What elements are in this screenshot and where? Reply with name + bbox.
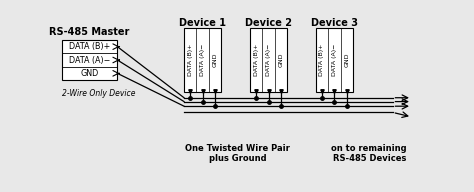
Text: on to remaining
RS-485 Devices: on to remaining RS-485 Devices xyxy=(331,144,407,163)
Text: DATA (B)+: DATA (B)+ xyxy=(188,44,193,76)
Text: Device 1: Device 1 xyxy=(179,18,226,28)
Text: Device 2: Device 2 xyxy=(245,18,292,28)
Text: DATA (A)−: DATA (A)− xyxy=(200,44,205,76)
Bar xyxy=(184,28,221,92)
Bar xyxy=(62,40,118,80)
Text: GND: GND xyxy=(344,53,349,67)
Text: GND: GND xyxy=(81,69,99,78)
Text: RS-485 Master: RS-485 Master xyxy=(49,27,130,37)
Text: GND: GND xyxy=(212,53,218,67)
Text: 2-Wire Only Device: 2-Wire Only Device xyxy=(63,89,136,98)
Text: DATA (A)−: DATA (A)− xyxy=(332,44,337,76)
Text: One Twisted Wire Pair
plus Ground: One Twisted Wire Pair plus Ground xyxy=(185,144,290,163)
Text: DATA (A)−: DATA (A)− xyxy=(266,44,271,76)
Text: DATA (B)+: DATA (B)+ xyxy=(319,44,325,76)
Text: DATA (A)−: DATA (A)− xyxy=(69,55,110,65)
Text: DATA (B)+: DATA (B)+ xyxy=(69,42,110,51)
Text: Device 3: Device 3 xyxy=(311,18,358,28)
Text: GND: GND xyxy=(278,53,283,67)
Bar xyxy=(250,28,287,92)
Text: DATA (B)+: DATA (B)+ xyxy=(254,44,259,76)
Bar xyxy=(316,28,353,92)
